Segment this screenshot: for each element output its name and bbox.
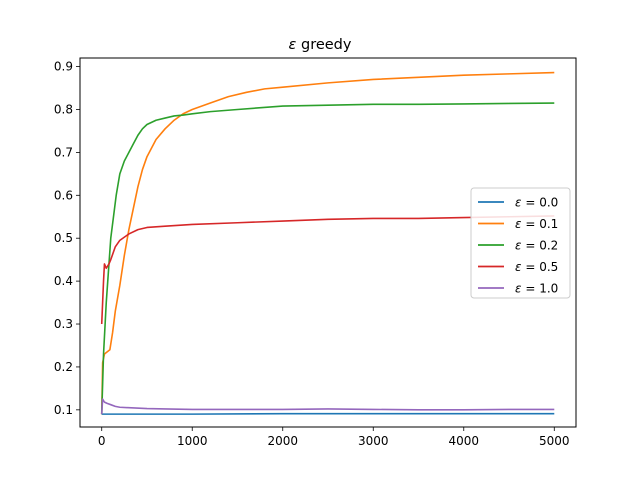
legend-entry-label: ε = 1.0 xyxy=(515,282,558,296)
title-text: greedy xyxy=(296,37,352,53)
legend-entry-label: ε = 0.1 xyxy=(515,217,558,231)
chart-title: ε greedy xyxy=(289,37,352,53)
legend-eq-sign: = xyxy=(522,239,540,253)
legend-epsilon-value: 0.5 xyxy=(539,260,558,274)
legend-epsilon-value: 0.1 xyxy=(539,217,558,231)
y-tick-label: 0.9 xyxy=(54,60,73,74)
legend-eq-sign: = xyxy=(522,217,540,231)
legend-epsilon-value: 1.0 xyxy=(539,282,558,296)
x-tick-label: 1000 xyxy=(177,434,208,448)
legend-eq-sign: = xyxy=(522,282,540,296)
x-tick-label: 0 xyxy=(98,434,106,448)
y-tick-label: 0.5 xyxy=(54,231,73,245)
legend-eq-sign: = xyxy=(522,196,540,210)
legend-epsilon-value: 0.2 xyxy=(539,239,558,253)
x-tick-label: 2000 xyxy=(267,434,298,448)
x-tick-label: 3000 xyxy=(358,434,389,448)
legend-epsilon-value: 0.0 xyxy=(539,196,558,210)
y-tick-label: 0.8 xyxy=(54,102,73,116)
y-tick-label: 0.3 xyxy=(54,317,73,331)
y-tick-label: 0.4 xyxy=(54,274,73,288)
title-epsilon-symbol: ε xyxy=(289,37,297,53)
legend: ε = 0.0 ε = 0.1 ε = 0.2 ε = 0.5 ε = 1.0 xyxy=(471,188,570,298)
y-tick-label: 0.6 xyxy=(54,188,73,202)
legend-entry-label: ε = 0.0 xyxy=(515,196,558,210)
x-tick-label: 4000 xyxy=(448,434,479,448)
y-tick-label: 0.7 xyxy=(54,145,73,159)
y-tick-label: 0.1 xyxy=(54,403,73,417)
x-tick-label: 5000 xyxy=(539,434,570,448)
legend-entry-label: ε = 0.2 xyxy=(515,239,558,253)
y-tick-label: 0.2 xyxy=(54,360,73,374)
legend-eq-sign: = xyxy=(522,260,540,274)
legend-entry-label: ε = 0.5 xyxy=(515,260,558,274)
